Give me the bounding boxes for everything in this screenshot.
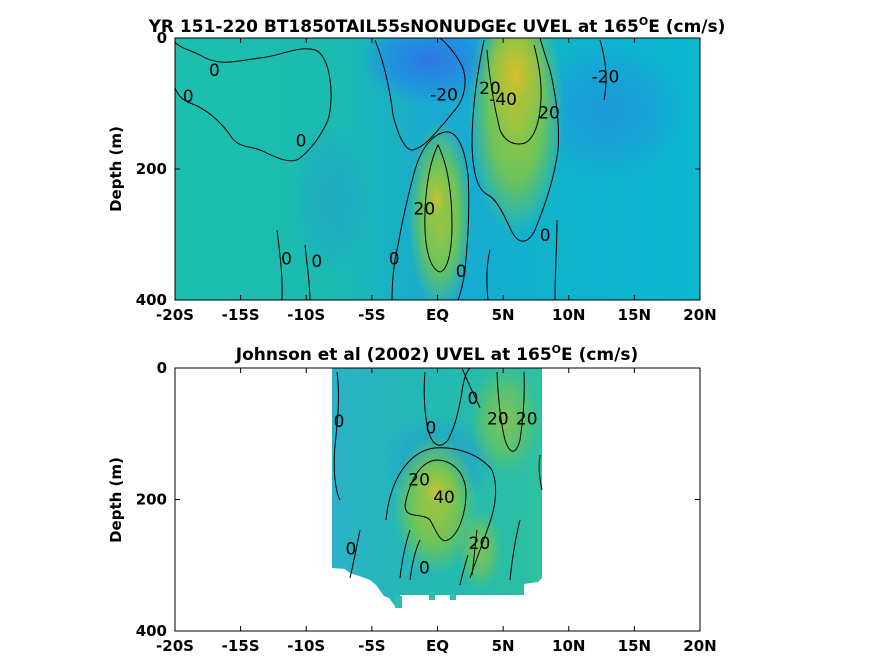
panel-1: YR 151-220 BT1850TAIL55sNONUDGEc UVEL at… [107, 15, 726, 324]
contour-line [461, 368, 481, 409]
panel-2-contour-label: 0 [468, 389, 479, 409]
panel-2-x-tick-label: 15N [618, 637, 651, 655]
panel-1-contour-label: 0 [183, 87, 194, 107]
panel-1-y-tick-label: 200 [136, 160, 167, 178]
contour-line [424, 143, 453, 273]
contour-line [538, 454, 543, 491]
panel-1-title-degree: O [639, 15, 648, 28]
panel-1-y-tick-label: 0 [157, 29, 167, 47]
panel-2-x-tick-label: 10N [552, 637, 585, 655]
contour-line [304, 244, 311, 300]
contour-line [496, 371, 525, 452]
panel-1-x-tick-label: 15N [618, 306, 651, 324]
panel-1-contour-label: -20 [430, 86, 458, 106]
panel-1-contour-label: 0 [296, 131, 307, 151]
panel-1-x-ticks: -20S -15S -10S -5S EQ 5N 10N 15N 20N [156, 38, 717, 324]
panel-2-contours [333, 368, 543, 586]
contour-line [599, 39, 607, 101]
contour-line [409, 539, 421, 581]
panel-1-contour-label: 0 [281, 249, 292, 269]
panel-2-contour-label: 40 [433, 488, 455, 508]
panel-1-y-tick-label: 400 [136, 291, 167, 309]
panel-1-contour-label: 0 [540, 226, 551, 246]
contour-line [399, 529, 411, 579]
panel-2-x-tick-label: -15S [222, 637, 260, 655]
panel-2-y-tick-label: 0 [157, 359, 167, 377]
panel-2-contour-label: 0 [426, 418, 437, 438]
panel-2-x-tick-label: -5S [358, 637, 385, 655]
panel-2-x-tick-label: 5N [492, 637, 515, 655]
contour-line [423, 368, 471, 446]
panel-2-title: Johnson et al (2002) UVEL at 165OE (cm/s… [235, 343, 638, 365]
panel-1-x-tick-label: 20N [683, 306, 716, 324]
panel-1-x-tick-label: 5N [492, 306, 515, 324]
panel-1-contour-label: 0 [311, 252, 322, 272]
panel-2-contour-label: 20 [487, 409, 509, 429]
panel-1-x-tick-label: -15S [222, 306, 260, 324]
panel-2-contour-label: 20 [516, 409, 538, 429]
contour-line [333, 371, 341, 501]
panel-1-x-tick-label: -20S [156, 306, 194, 324]
panel-2-contour-label: 20 [469, 534, 491, 554]
panel-2-y-tick-label: 400 [136, 622, 167, 640]
contour-line [391, 131, 470, 300]
panel-1-velocity-field [175, 38, 700, 300]
contour-line [486, 44, 542, 145]
contour-line [175, 41, 332, 162]
panel-2-x-tick-label: -10S [287, 637, 325, 655]
panel-2-y-axis-label: Depth (m) [107, 457, 125, 543]
panel-2-title-degree: O [552, 343, 561, 356]
panel-2: Johnson et al (2002) UVEL at 165OE (cm/s… [107, 343, 717, 655]
panel-1-x-tick-label: EQ [426, 306, 449, 324]
contour-line [374, 38, 466, 151]
panel-1-contour-label: 20 [414, 200, 436, 220]
contour-line [486, 249, 491, 300]
panel-2-x-tick-label: 20N [683, 637, 716, 655]
panel-1-x-tick-label: -10S [287, 306, 325, 324]
contour-line [385, 447, 497, 579]
contour-line [471, 38, 560, 242]
panel-2-contour-label: 0 [334, 412, 345, 432]
panel-1-contours [175, 38, 607, 300]
panel-1-contour-label: 20 [538, 103, 560, 123]
panel-2-x-tick-label: EQ [426, 637, 449, 655]
panel-1-y-axis-label: Depth (m) [107, 126, 125, 212]
panel-2-velocity-field [332, 368, 542, 608]
panel-2-y-tick-label: 200 [136, 491, 167, 509]
panel-1-contour-label: -20 [592, 67, 620, 87]
contour-line [404, 459, 467, 542]
panel-2-x-tick-label: -20S [156, 637, 194, 655]
panel-1-contour-label: -40 [489, 90, 517, 110]
panel-1-contour-label: 0 [456, 262, 467, 282]
panel-1-x-tick-label: 10N [552, 306, 585, 324]
panel-2-contour-label: 0 [345, 539, 356, 559]
panel-1-contour-label: 0 [209, 61, 220, 81]
contour-line [276, 229, 283, 300]
panel-1-x-tick-label: -5S [358, 306, 385, 324]
panel-2-x-ticks: -20S -15S -10S -5S EQ 5N 10N 15N 20N [156, 368, 717, 655]
contour-line [509, 519, 521, 581]
panel-1-contour-label: 20 [479, 79, 501, 99]
contour-line [471, 529, 478, 576]
panel-2-contour-label: 0 [419, 559, 430, 579]
panel-1-title: YR 151-220 BT1850TAIL55sNONUDGEc UVEL at… [148, 15, 726, 37]
panel-1-contour-label: 0 [389, 249, 400, 269]
contour-line [349, 529, 361, 579]
contour-line [554, 219, 558, 300]
contour-line [459, 554, 469, 586]
panel-2-contour-label: 20 [408, 470, 430, 490]
